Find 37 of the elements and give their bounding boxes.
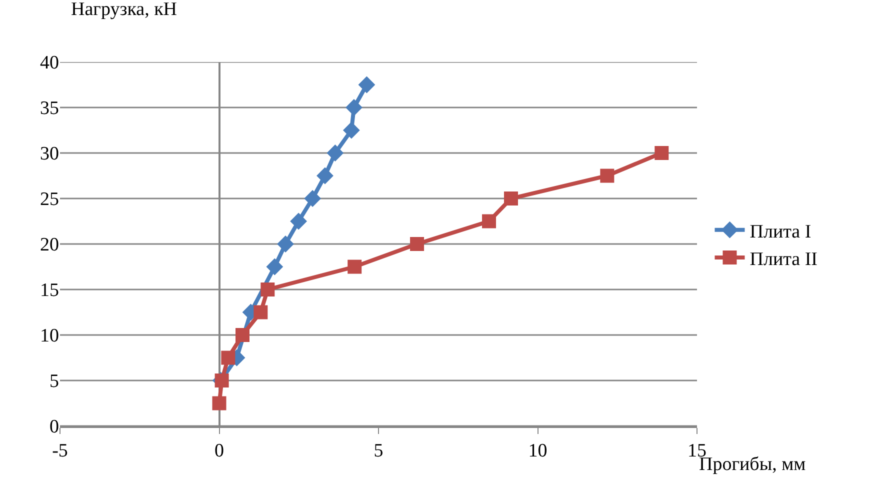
- x-tick-label: -5: [52, 440, 68, 462]
- point: [214, 374, 229, 388]
- y-tick-label: 15: [40, 280, 59, 302]
- point: [212, 396, 226, 410]
- point: [221, 350, 236, 365]
- y-tick-label: 10: [40, 326, 59, 347]
- point: [482, 214, 496, 228]
- y-tick-label: 25: [40, 189, 59, 210]
- point: [277, 236, 294, 252]
- y-tick-label: 20: [40, 234, 59, 256]
- point: [410, 237, 424, 251]
- y-tick-label: 35: [40, 98, 59, 120]
- point: [316, 167, 334, 184]
- y-tick-label: 30: [40, 144, 59, 165]
- point: [266, 258, 284, 276]
- point: [358, 76, 376, 94]
- x-tick-label: 10: [528, 440, 548, 462]
- legend-label: Плита I: [750, 221, 812, 242]
- y-tick-label: 40: [40, 52, 59, 74]
- point: [290, 212, 308, 230]
- point: [654, 146, 669, 160]
- point: [504, 192, 518, 206]
- point: [346, 99, 362, 116]
- point: [236, 328, 250, 342]
- point: [260, 282, 275, 296]
- legend-label: Плита II: [750, 248, 818, 270]
- point: [600, 168, 614, 183]
- point: [348, 260, 362, 274]
- point: [326, 144, 344, 162]
- x-tick-label: 0: [214, 440, 224, 462]
- y-axis-title: Нагрузка, кН: [71, 0, 178, 20]
- y-tick-label: 5: [50, 371, 59, 392]
- point: [304, 190, 322, 207]
- x-tick-label: 5: [374, 440, 384, 462]
- point: [342, 122, 360, 139]
- y-tick-label: 0: [50, 416, 59, 438]
- point: [254, 305, 268, 320]
